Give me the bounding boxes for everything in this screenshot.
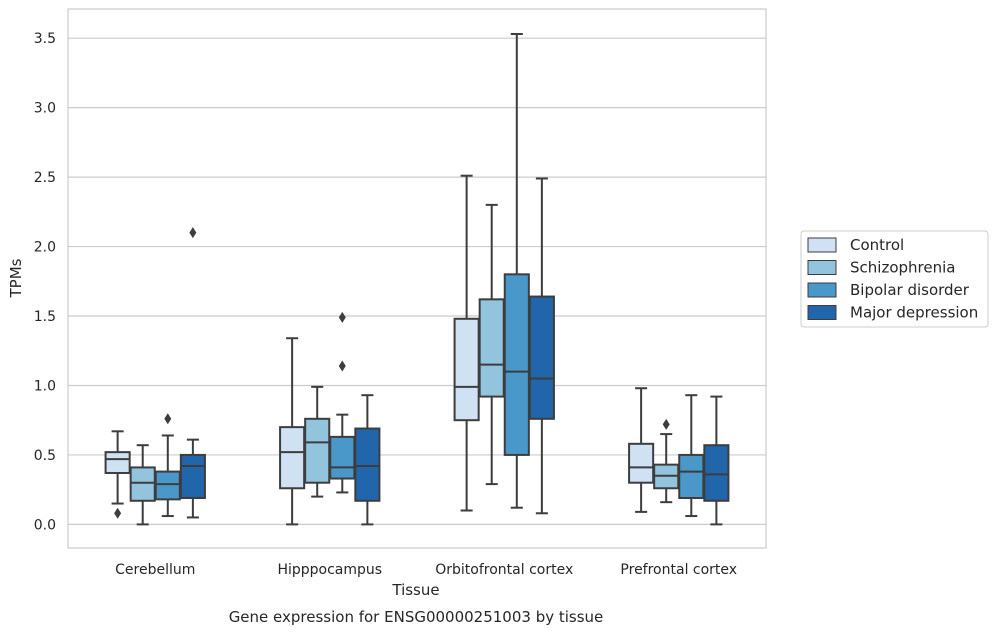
y-tick-label: 2.0 <box>34 240 56 256</box>
legend: Control Schizophrenia Bipolar disorder Majo… <box>800 230 989 328</box>
outlier-point <box>662 418 670 430</box>
legend-swatch <box>807 260 837 275</box>
outlier-point <box>114 507 122 519</box>
y-tick-label: 2.5 <box>34 170 56 186</box>
y-tick-labels: 0.0 0.5 1.0 1.5 2.0 2.5 3.0 3.5 <box>34 31 56 533</box>
box-0-1 <box>279 337 306 526</box>
box-body <box>304 417 331 484</box>
box-3-3 <box>703 395 730 526</box>
outlier-point <box>189 227 197 239</box>
outlier-point <box>338 360 346 372</box>
box-body <box>154 470 181 501</box>
legend-label: Bipolar disorder <box>850 281 970 299</box>
box-3-1 <box>354 394 381 526</box>
box-body <box>453 317 480 422</box>
box-0-0 <box>104 430 131 519</box>
box-body <box>478 298 505 398</box>
box-2-2 <box>503 33 530 509</box>
legend-frame <box>800 230 989 328</box>
y-tick-label: 1.0 <box>34 378 56 394</box>
legend-swatch <box>807 305 837 320</box>
y-tick-label: 3.5 <box>34 31 56 47</box>
y-tick-label: 0.5 <box>34 448 56 464</box>
y-axis-label: TPMs <box>7 258 25 298</box>
y-tick-label: 1.5 <box>34 309 56 325</box>
box-body <box>354 427 381 502</box>
box-0-2 <box>453 174 480 512</box>
box-1-3 <box>653 418 680 504</box>
x-tick-label: Hipppocampus <box>277 562 382 578</box>
box-1-0 <box>129 444 156 526</box>
box-body <box>628 442 655 484</box>
legend-label: Schizophrenia <box>850 259 955 277</box>
x-axis-label: Tissue <box>391 581 439 599</box>
x-tick-labels: Cerebellum Hipppocampus Orbitofrontal cort… <box>115 562 737 578</box>
box-body <box>279 426 306 490</box>
box-body <box>503 273 530 456</box>
chart-caption: Gene expression for ENSG00000251003 by t… <box>229 608 604 626</box>
box-body <box>329 435 356 480</box>
legend-label: Major depression <box>850 304 978 322</box>
plot-frame <box>67 8 767 549</box>
box-plots <box>104 33 730 526</box>
x-tick-label: Prefrontal cortex <box>620 562 737 578</box>
legend-label: Control <box>850 236 904 254</box>
box-3-2 <box>528 177 555 515</box>
box-body <box>703 444 730 502</box>
box-body <box>129 466 156 502</box>
box-body <box>528 295 555 420</box>
x-tick-label: Cerebellum <box>115 562 195 578</box>
outlier-point <box>338 311 346 323</box>
box-body <box>179 453 206 499</box>
y-tick-label: 3.0 <box>34 101 56 117</box>
box-2-0 <box>154 413 181 518</box>
y-tick-label: 0.0 <box>34 517 56 533</box>
legend-swatch <box>807 282 837 298</box>
legend-swatch <box>807 237 837 253</box>
outlier-point <box>164 413 172 425</box>
box-0-3 <box>628 387 655 513</box>
box-3-0 <box>179 227 206 519</box>
box-body <box>104 451 131 474</box>
box-body <box>678 453 705 499</box>
x-tick-label: Orbitofrontal cortex <box>435 562 573 578</box>
